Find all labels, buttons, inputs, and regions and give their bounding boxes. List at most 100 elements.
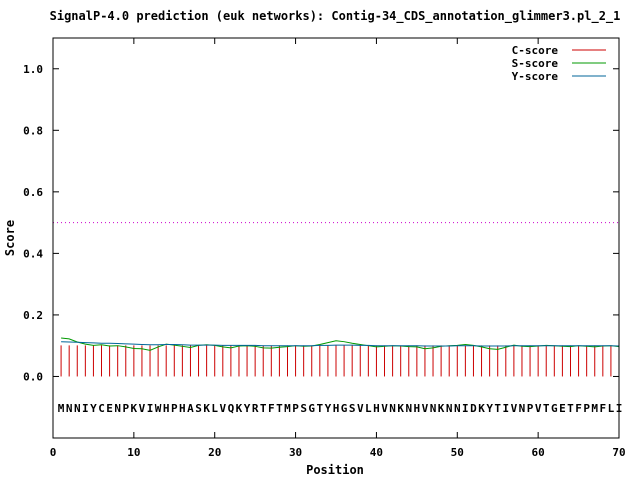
x-tick-label: 50 <box>451 446 464 459</box>
y-axis-label: Score <box>3 220 17 256</box>
sequence-letter: F <box>575 402 582 415</box>
sequence-letter: N <box>430 402 437 415</box>
x-tick-label: 70 <box>612 446 625 459</box>
sequence-letter: N <box>66 402 73 415</box>
sequence-letter: E <box>559 402 566 415</box>
x-tick-label: 20 <box>208 446 221 459</box>
sequence-letter: K <box>236 402 243 415</box>
sequence-letter: F <box>600 402 607 415</box>
sequence-letter: P <box>122 402 129 415</box>
sequence-letter: T <box>276 402 283 415</box>
legend-label: C-score <box>512 44 559 57</box>
sequence-letter: S <box>195 402 202 415</box>
y-tick-label: 0.6 <box>23 186 43 199</box>
sequence-letter: A <box>187 402 194 415</box>
sequence-letter: V <box>357 402 364 415</box>
sequence-letter: N <box>519 402 526 415</box>
sequence-letter: K <box>131 402 138 415</box>
sequence-letter: M <box>58 402 65 415</box>
sequence-letter: H <box>333 402 340 415</box>
sequence-letter: N <box>74 402 81 415</box>
sequence-letter: K <box>397 402 404 415</box>
sequence-letter: N <box>405 402 412 415</box>
sequence-letter: V <box>139 402 146 415</box>
sequence-letter: M <box>591 402 598 415</box>
sequence-letter: I <box>462 402 469 415</box>
sequence-letter: K <box>438 402 445 415</box>
sequence-letter: P <box>171 402 178 415</box>
axes-layer: 0 10 20 30 40 50 60 70 0.0 0.2 0.4 0.6 0.8 1.0 <box>23 38 626 459</box>
sequence-letter: L <box>608 402 615 415</box>
sequence-letter: P <box>527 402 534 415</box>
y-tick-label: 0.4 <box>23 247 43 260</box>
sequence-letter: N <box>389 402 396 415</box>
sequence-letter: G <box>551 402 558 415</box>
sequence-letter: K <box>203 402 210 415</box>
score-lines <box>61 337 620 351</box>
sequence-letter: E <box>106 402 113 415</box>
sequence-letter: H <box>373 402 380 415</box>
sequence-letter: S <box>349 402 356 415</box>
x-tick-label: 0 <box>50 446 57 459</box>
sequence-letter: P <box>292 402 299 415</box>
sequence-letter: T <box>317 402 324 415</box>
sequence-letter: F <box>268 402 275 415</box>
sequence-letter: V <box>511 402 518 415</box>
y-tick-label: 1.0 <box>23 63 43 76</box>
sequence-letter: T <box>543 402 550 415</box>
sequence-letter: V <box>422 402 429 415</box>
sequence-letter: T <box>494 402 501 415</box>
sequence-letter: N <box>446 402 453 415</box>
sequence-letter: Q <box>228 402 235 415</box>
x-tick-label: 40 <box>370 446 383 459</box>
legend-label: S-score <box>512 57 559 70</box>
chart-title: SignalP-4.0 prediction (euk networks): C… <box>50 9 621 24</box>
c-score-impulses <box>60 345 620 377</box>
sequence-letter: R <box>252 402 259 415</box>
sequence-letter: M <box>284 402 291 415</box>
sequence-letter: K <box>478 402 485 415</box>
sequence-letter: C <box>98 402 105 415</box>
sequence-letter: Y <box>244 402 251 415</box>
y-tick-label: 0.0 <box>23 370 43 383</box>
sequence-letter: W <box>155 402 162 415</box>
x-tick-label: 30 <box>289 446 302 459</box>
sequence-letter: I <box>147 402 154 415</box>
sequence-letter: L <box>211 402 218 415</box>
sequence-letter: N <box>114 402 121 415</box>
plot-frame <box>52 37 620 439</box>
sequence-letter: Y <box>325 402 332 415</box>
sequence-letter: V <box>381 402 388 415</box>
y-score-line <box>61 341 620 347</box>
s-score-line <box>61 337 620 351</box>
sequence-letter: P <box>583 402 590 415</box>
sequence-letter: T <box>567 402 574 415</box>
sequence-letter: D <box>470 402 477 415</box>
sequence-letter: G <box>308 402 315 415</box>
sequence-letter: N <box>454 402 461 415</box>
legend-label: Y-score <box>512 70 559 83</box>
sequence-letter: I <box>502 402 509 415</box>
sequence-letter: H <box>163 402 170 415</box>
sequence-letter: G <box>341 402 348 415</box>
x-tick-label: 60 <box>532 446 545 459</box>
sequence-letter: Y <box>486 402 493 415</box>
sequence-letter: H <box>414 402 421 415</box>
sequence-letter: H <box>179 402 186 415</box>
sequence-letter: V <box>219 402 226 415</box>
y-tick-label: 0.2 <box>23 309 43 322</box>
sequence-letter: L <box>365 402 372 415</box>
sequence-letter: S <box>300 402 307 415</box>
x-axis-label: Position <box>306 463 364 477</box>
sequence-letter: V <box>535 402 542 415</box>
sequence-letter: I <box>82 402 89 415</box>
sequence-letter: Y <box>90 402 97 415</box>
sequence-letter: T <box>260 402 267 415</box>
y-tick-label: 0.8 <box>23 124 43 137</box>
x-tick-label: 10 <box>127 446 140 459</box>
